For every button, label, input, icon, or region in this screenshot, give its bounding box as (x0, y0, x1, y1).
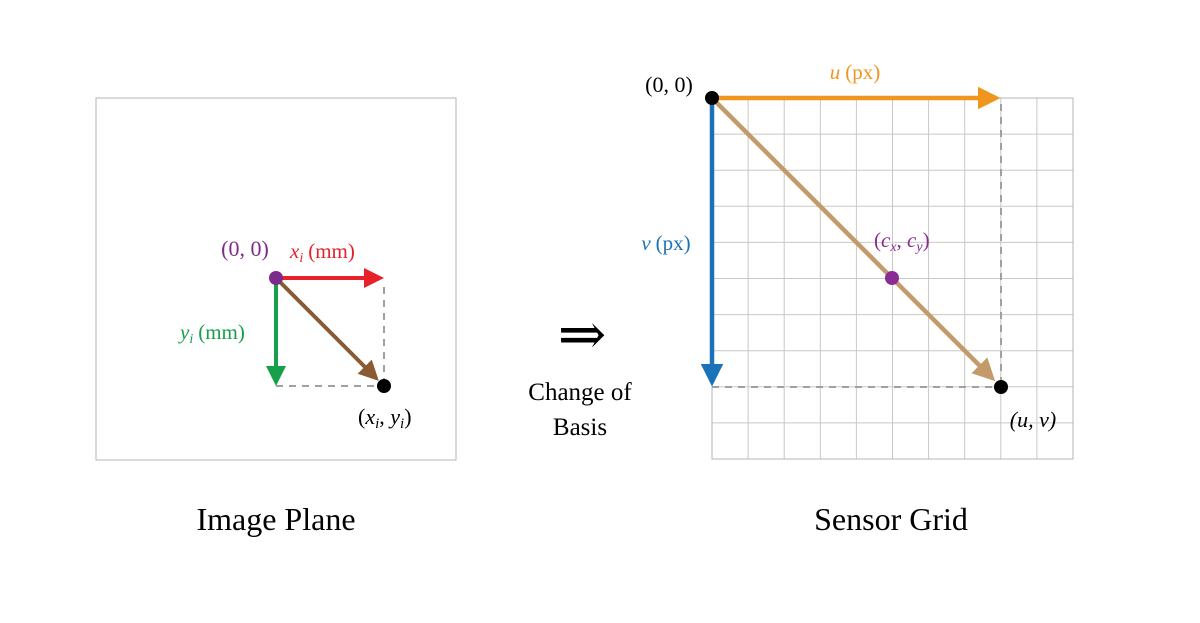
image-plane-caption: Image Plane (196, 501, 355, 537)
change-of-basis-line2: Basis (553, 414, 607, 441)
image-point-label: (xi, yi) (358, 404, 412, 432)
image-plane-panel: (0, 0) xi (mm) yi (mm) (xi, yi) Image Plan… (95, 97, 457, 537)
sensor-origin-label: (0, 0) (645, 72, 693, 97)
image-origin-label: (0, 0) (221, 236, 269, 261)
image-x-axis-label: xi (mm) (289, 239, 355, 266)
change-of-basis-transform: ⇒ Change of Basis (528, 300, 632, 441)
sensor-u-axis-label: u (px) (830, 60, 881, 84)
implies-arrow-icon: ⇒ (558, 300, 607, 368)
change-of-basis-line1: Change of (528, 379, 632, 406)
sensor-grid-lines (712, 98, 1073, 459)
sensor-origin-point (705, 91, 719, 105)
image-y-axis-label: yi (mm) (178, 320, 245, 347)
sensor-v-axis-label: v (px) (641, 231, 690, 255)
sensor-grid-caption: Sensor Grid (814, 501, 968, 537)
sensor-diagonal-arrow (710, 96, 996, 382)
image-diagonal-arrow (274, 276, 379, 381)
image-target-point (377, 379, 391, 393)
image-origin-point (269, 271, 283, 285)
principal-point (885, 271, 899, 285)
sensor-point-label: (u, v) (1010, 407, 1056, 432)
sensor-target-point (994, 380, 1008, 394)
principal-point-label: (cx, cy) (874, 228, 930, 255)
image-plane-frame (95, 97, 457, 461)
sensor-grid-panel: (0, 0) u (px) v (px) (cx, cy) (u, v) Senso… (641, 60, 1074, 537)
